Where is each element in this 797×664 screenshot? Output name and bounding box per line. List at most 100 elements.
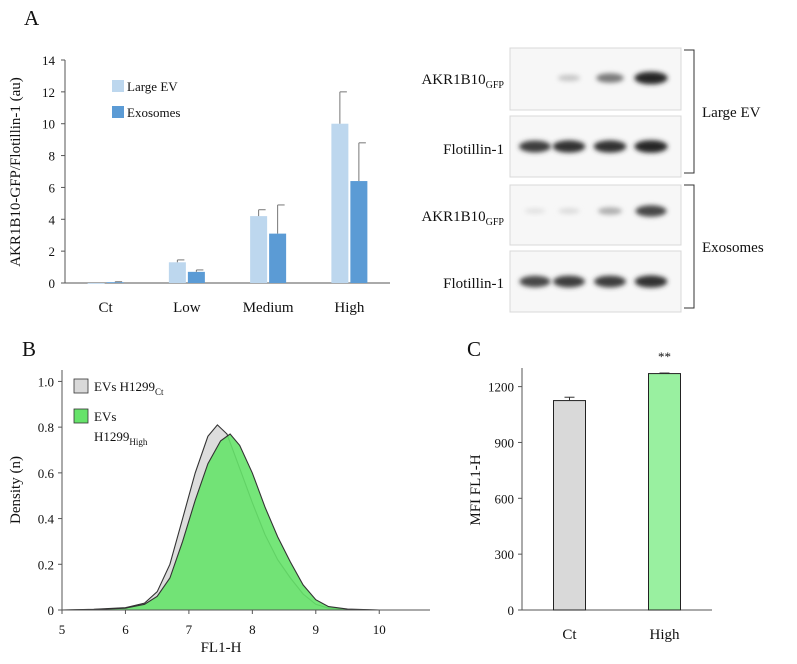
chart-c-bars: ** [553, 349, 681, 611]
blot-band [519, 140, 551, 153]
blot-band [593, 140, 627, 153]
blot-label-akr1b10-exosomes: AKR1B10GFP [421, 209, 504, 228]
blot-band [597, 207, 623, 215]
chart-b-y-label: Density (n) [8, 456, 24, 524]
chart-a: 0 2 4 6 8 10 12 14 Ct Low Medium High AKR1B10-GFP/… [8, 53, 390, 316]
legend-label-ct: EVs H1299Ct [94, 379, 164, 397]
chart-a-ytick-label: 14 [42, 53, 56, 68]
legend-label-large-ev: Large EV [127, 79, 178, 94]
bracket-large-ev [684, 49, 695, 174]
blot-label-flotillin-large-ev: Flotillin-1 [443, 142, 504, 158]
blot-label-akr1b10-large-ev: AKR1B10GFP [421, 72, 504, 91]
chart-a-ytick-label: 12 [42, 85, 55, 100]
chart-a-ytick-label: 6 [49, 180, 56, 195]
chart-a-bar [106, 282, 124, 284]
chart-a-bars [87, 91, 368, 284]
chart-c-ytick-label: 900 [495, 435, 515, 450]
blot-band [553, 275, 585, 288]
blot-panel [509, 47, 682, 313]
bracket-exosomes [684, 184, 695, 309]
chart-c-yticks: 0 300 600 900 1200 [488, 380, 522, 618]
chart-a-legend: Large EV Exosomes [112, 79, 180, 120]
legend-swatch-large-ev [112, 80, 124, 92]
chart-a-ytick-label: 8 [49, 149, 56, 164]
chart-c-category-label: Ct [562, 627, 577, 643]
blot-band [635, 205, 667, 217]
legend-label-high-line1: EVs [94, 409, 116, 424]
chart-b-xticks: 5 6 7 8 9 10 [59, 610, 386, 637]
chart-a-category-label: Low [173, 300, 201, 316]
chart-b-density-area [61, 433, 380, 611]
group-label-large-ev: Large EV [702, 105, 761, 121]
chart-b: 0 0.2 0.4 0.6 0.8 1.0 5 6 7 8 9 10 FL1-H Density (… [8, 370, 430, 656]
chart-a-bar [87, 283, 105, 284]
chart-a-categories: Ct Low Medium High [99, 300, 365, 316]
chart-b-ytick-label: 1.0 [38, 374, 54, 389]
blot-band [519, 275, 551, 288]
chart-b-xtick-label: 9 [313, 622, 320, 637]
chart-a-ytick-label: 0 [49, 276, 56, 291]
group-label-exosomes: Exosomes [702, 240, 764, 256]
chart-b-xtick-label: 8 [249, 622, 256, 637]
chart-b-legend: EVs H1299Ct EVs H1299High [73, 378, 164, 447]
chart-c-ytick-label: 0 [508, 603, 515, 618]
chart-a-bar [350, 181, 368, 283]
chart-a-category-label: Medium [243, 300, 294, 316]
chart-b-x-label: FL1-H [201, 640, 242, 656]
chart-c: 0 300 600 900 1200 ** Ct High MFI FL1-H [468, 349, 712, 643]
blot-labels: AKR1B10GFP Flotillin-1 AKR1B10GFP Flotil… [421, 72, 504, 292]
blot-band [594, 275, 626, 288]
chart-c-ytick-label: 600 [495, 491, 515, 506]
chart-b-yticks: 0 0.2 0.4 0.6 0.8 1.0 [38, 374, 62, 618]
chart-b-ytick-label: 0.2 [38, 557, 54, 572]
chart-b-xtick-label: 10 [373, 622, 386, 637]
legend-swatch-exosomes [112, 106, 124, 118]
chart-a-yticks: 0 2 4 6 8 10 12 14 [42, 53, 65, 291]
blot-band [552, 140, 586, 153]
blot-label-flotillin-exosomes: Flotillin-1 [443, 276, 504, 292]
chart-b-xtick-label: 6 [122, 622, 129, 637]
chart-c-categories: Ct High [562, 627, 680, 643]
chart-c-ytick-label: 300 [495, 547, 515, 562]
chart-a-category-label: Ct [99, 300, 114, 316]
panel-label-a: A [24, 6, 40, 30]
chart-b-ytick-label: 0 [48, 603, 55, 618]
chart-a-bar [331, 123, 349, 283]
chart-b-ytick-label: 0.6 [38, 466, 55, 481]
chart-b-xtick-label: 7 [186, 622, 193, 637]
chart-c-y-label: MFI FL1-H [468, 454, 484, 525]
chart-b-areas [61, 424, 380, 611]
chart-c-ytick-label: 1200 [488, 380, 514, 395]
chart-a-y-label: AKR1B10-GFP/Flotillin-1 (au) [8, 77, 24, 267]
chart-b-ytick-label: 0.8 [38, 420, 54, 435]
chart-a-bar [269, 233, 287, 283]
legend-label-exosomes: Exosomes [127, 105, 180, 120]
blot-band [634, 71, 668, 85]
blot-band [557, 74, 581, 82]
blot-brackets [684, 49, 695, 309]
chart-c-category-label: High [650, 627, 681, 643]
legend-swatch-high [73, 408, 89, 424]
chart-a-bar [168, 262, 186, 283]
chart-b-ytick-label: 0.4 [38, 512, 55, 527]
chart-a-ytick-label: 4 [49, 212, 56, 227]
blot-band [596, 73, 624, 83]
chart-a-bar [250, 216, 268, 283]
blot-band [634, 140, 668, 153]
chart-a-category-label: High [334, 300, 365, 316]
chart-c-bar [553, 400, 586, 611]
chart-a-ytick-label: 2 [49, 244, 56, 259]
chart-a-ytick-label: 10 [42, 117, 55, 132]
blot-band [634, 275, 668, 288]
legend-label-high-line2: H1299High [94, 429, 148, 447]
panel-label-c: C [467, 337, 481, 361]
chart-b-xtick-label: 5 [59, 622, 66, 637]
chart-a-bar [187, 271, 205, 283]
chart-c-bar [648, 373, 681, 611]
blot-band [558, 208, 580, 214]
blot-band [524, 208, 546, 214]
legend-swatch-ct [73, 378, 89, 394]
chart-c-significance-label: ** [658, 349, 671, 364]
panel-label-b: B [22, 337, 36, 361]
